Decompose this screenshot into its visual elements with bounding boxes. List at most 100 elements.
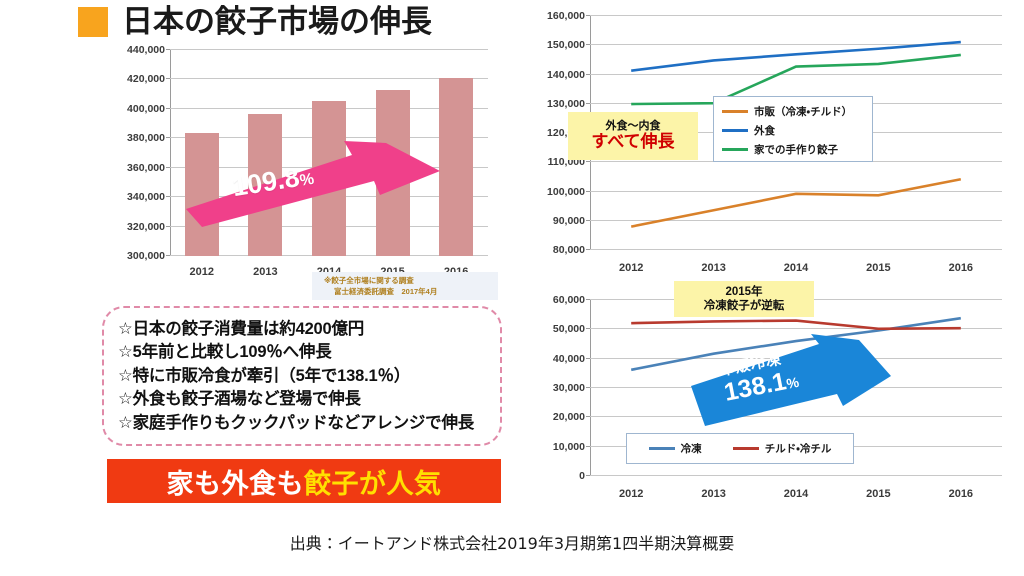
y-axis-tick-label: 320,000 [127,220,165,233]
legend-label: 冷凍 [680,443,702,455]
y-axis-tick-label: 10,000 [552,440,585,453]
footer-source: 出典：イートアンド株式会社2019年3月期第1四半期決算概要 [289,534,735,553]
line-chart-channel-breakdown: 80,000 90,000 100,000 110,000 120,000 130,000… [522,8,1020,286]
x-axis-tick-label: 2016 [948,488,974,500]
y-axis-tick-label: 0 [579,470,585,482]
legend-label: 外食 [754,125,775,137]
gridline [590,249,1002,250]
line-chart-bottom-y-axis [590,300,591,476]
title-text: 日本の餃子市場の伸長 [122,4,432,39]
x-axis-tick-label: 2013 [701,488,726,500]
callout-bottom-line1: 2015年 [725,285,763,298]
y-axis-tick-label: 30,000 [552,382,585,394]
gridline [170,78,488,80]
y-axis-tick-mark [586,328,590,330]
callout-all-growing: 外食～内食 すべて伸長 [568,112,698,160]
y-axis-tick-label: 40,000 [552,352,585,365]
y-axis-tick-label: 60,000 [552,294,585,306]
y-axis-tick-label: 300,000 [127,250,165,262]
y-axis-tick-mark [586,357,590,359]
gridline [590,475,1002,476]
x-axis-tick-label: 2015 [866,488,891,500]
legend-swatch [648,447,675,450]
line-series-チルド・冷チル [631,321,961,329]
line-chart-top-series [590,16,1002,250]
gridline [590,15,1002,16]
y-axis-tick-mark [586,73,590,75]
bullet-item: ☆5年前と比較し109％へ伸長 [118,343,332,362]
bullet-item: ☆特に市販冷食が牽引（5年で138.1％） [118,366,411,385]
y-axis-tick-mark [166,225,170,227]
legend-swatch [722,148,748,151]
line-chart-top-x-labels: 2012 2013 2014 2015 2016 [590,262,1002,274]
y-axis-tick-label: 100,000 [547,185,585,198]
line-series-外食 [631,42,961,71]
y-axis-tick-mark [586,190,590,192]
y-axis-tick-mark [586,102,590,104]
y-axis-tick-label: 360,000 [127,161,165,174]
y-axis-tick-label: 20,000 [552,411,585,424]
bar-chart-bars [170,50,488,256]
legend-item[interactable]: 外食 [722,121,872,140]
conclusion-banner: 家も外食も 餃子が人気 [107,459,501,503]
legend-item[interactable]: 家での手作り餃子 [722,140,872,159]
line-series-家での手作り餃子 [631,55,961,104]
y-axis-tick-label: 50,000 [552,323,585,336]
legend-item[interactable]: チルド・冷チル [732,439,832,458]
x-axis-tick-label: 2014 [783,262,809,274]
x-axis-tick-label: 2014 [783,488,809,500]
y-axis-tick-mark [586,249,590,250]
y-axis-tick-mark [166,196,170,198]
legend-item[interactable]: 冷凍 [648,439,702,458]
y-axis-tick-mark [586,475,590,476]
bar [184,133,219,256]
bar-cell [424,50,488,256]
x-axis-tick-label: 2013 [701,262,726,274]
y-axis-tick-label: 80,000 [552,244,585,256]
bar-cell [297,50,361,256]
y-axis-tick-mark [166,166,170,168]
legend-label: チルド・冷チル [764,443,832,455]
x-axis-tick-label: 2013 [253,266,278,278]
line-series-市販（冷凍・チルド） [631,179,961,226]
legend-label: 家での手作り餃子 [754,144,838,156]
bar [375,90,410,256]
x-axis-tick-label: 2015 [866,262,891,274]
y-axis-tick-label: 340,000 [127,191,165,204]
y-axis-tick-mark [586,416,590,418]
legend-swatch [722,129,748,132]
line-chart-top-legend: 市販（冷凍・チルド） 外食家での手作り餃子 [713,96,873,162]
legend-item[interactable]: 市販（冷凍・チルド） [722,102,872,121]
y-axis-tick-mark [586,161,590,163]
page-title: 日本の餃子市場の伸長 [78,6,432,37]
callout-2015-reversal: 2015年 冷凍餃子が逆転 [674,281,814,317]
legend-label: 市販（冷凍・チルド） [754,106,853,118]
callout-top-main: すべて伸長 [591,131,675,151]
bullet-item: ☆家庭手作りもクックパッドなどアレンジで伸長 [118,413,475,432]
x-axis-tick-label: 2016 [948,262,974,274]
gridline [590,328,1002,330]
y-axis-tick-mark [166,255,170,256]
callout-bottom-line2: 冷凍餃子が逆転 [703,300,785,312]
bar [311,100,346,256]
y-axis-tick-mark [166,49,170,50]
y-axis-tick-label: 140,000 [547,68,585,81]
gridline [590,44,1002,46]
y-axis-tick-mark [586,387,590,388]
legend-swatch [722,110,748,113]
y-axis-tick-label: 400,000 [127,102,165,115]
bar-cell [234,50,298,256]
y-axis-tick-mark [586,15,590,16]
bullet-item: ☆外食も餃子酒場など登場で伸長 [118,390,361,409]
y-axis-tick-label: 440,000 [127,44,165,56]
line-chart-bottom-legend: 冷凍 チルド・冷チル [626,433,854,464]
gridline [590,73,1002,75]
line-series-冷凍 [631,318,961,370]
line-chart-bottom-x-labels: 2012 2013 2014 2015 2016 [590,488,1002,500]
y-axis-tick-label: 160,000 [547,10,585,22]
y-axis-tick-mark [166,78,170,80]
x-axis-tick-label: 2012 [618,262,644,274]
source-note-line2: 富士経済委託調査 2017年4月 [334,286,438,296]
bar-chart-plot-area: 300,000 320,000 340,000 360,000 380,000 400,0… [127,44,488,262]
